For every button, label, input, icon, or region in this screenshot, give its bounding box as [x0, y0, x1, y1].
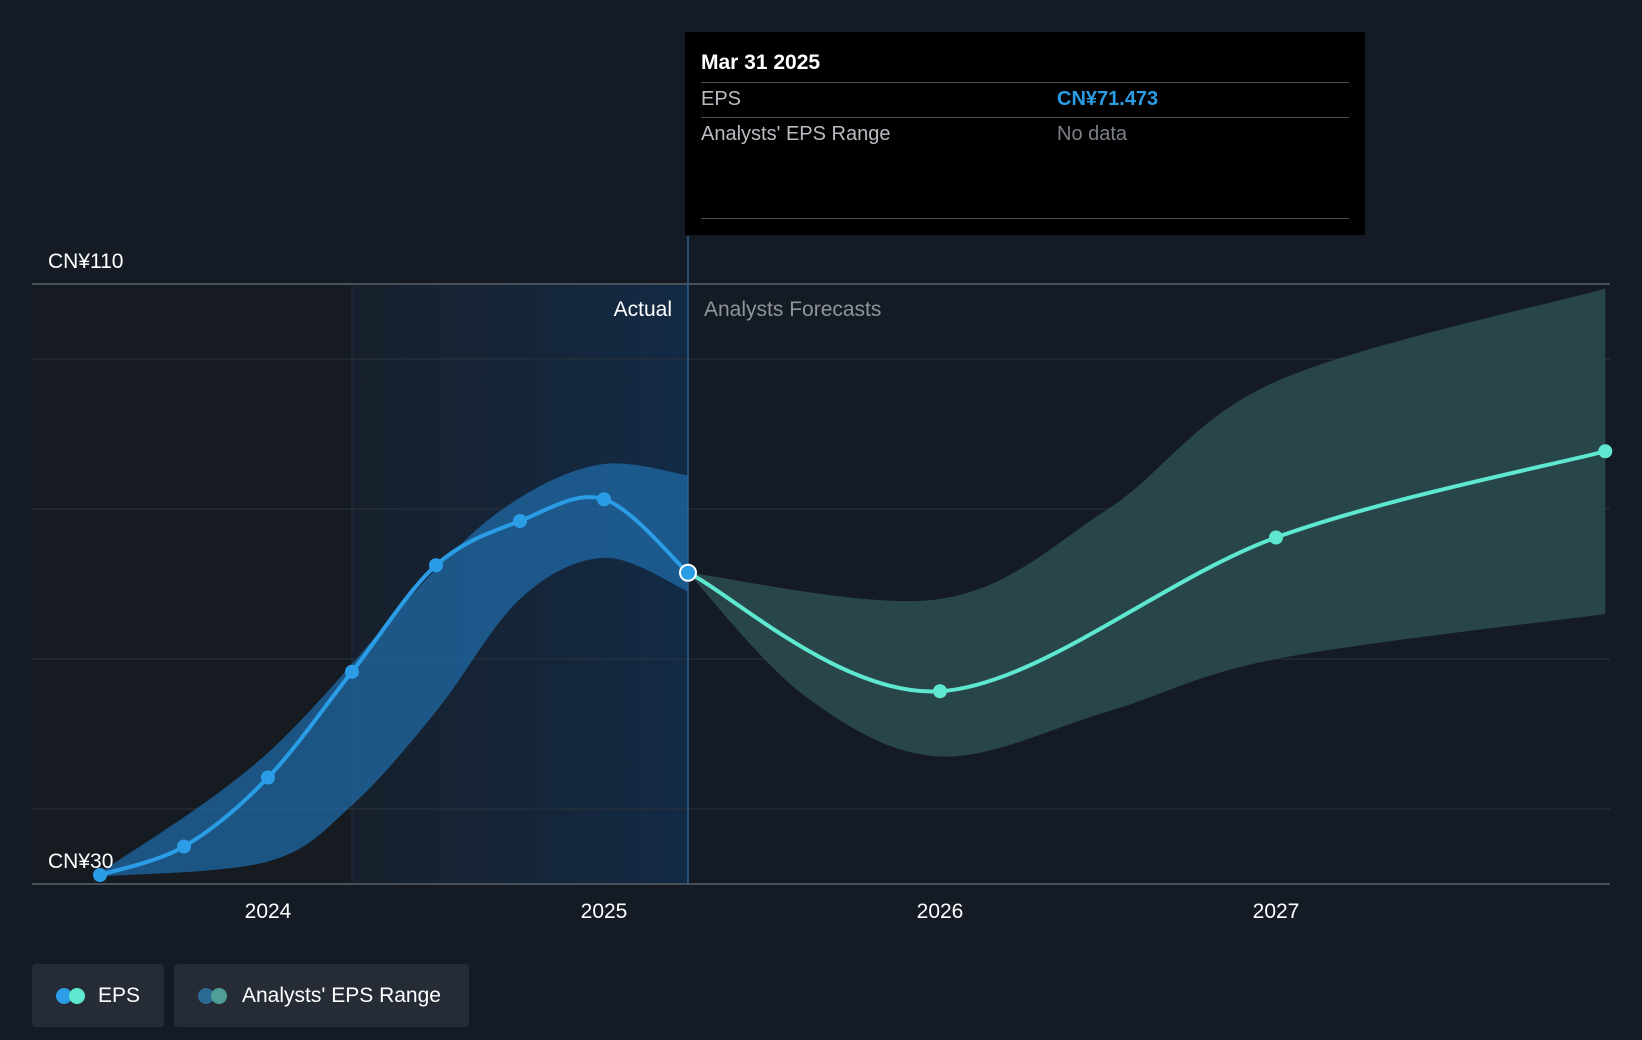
eps-legend-icon: [56, 987, 85, 1004]
eps-range-band-actual: [100, 463, 688, 877]
eps-point-2[interactable]: [261, 770, 275, 785]
eps-point-1[interactable]: [177, 839, 191, 854]
legend-item-eps-range[interactable]: Analysts' EPS Range: [174, 964, 469, 1027]
x-tick-label-2025: 2025: [581, 900, 628, 923]
y-tick-label-110: CN¥110: [48, 250, 124, 273]
eps-range-band-forecast: [688, 288, 1606, 757]
y-tick-label-30: CN¥30: [48, 850, 113, 873]
x-tick-label-2026: 2026: [917, 900, 964, 923]
tooltip-row-eps: EPS CN¥71.473: [701, 83, 1349, 118]
hover-tooltip: Mar 31 2025 EPS CN¥71.473 Analysts' EPS …: [685, 32, 1365, 235]
legend-label-eps: EPS: [97, 983, 140, 1007]
eps-point-0[interactable]: [93, 868, 107, 882]
eps-point-4[interactable]: [429, 558, 443, 573]
tooltip-range-label: Analysts' EPS Range: [701, 123, 891, 145]
chart-legend: EPS Analysts' EPS Range: [32, 964, 469, 1027]
eps-point-hovered[interactable]: [679, 563, 697, 582]
eps-forecast-point-3[interactable]: [1598, 444, 1613, 459]
tooltip-date: Mar 31 2025: [701, 46, 1349, 83]
eps-point-5[interactable]: [513, 514, 527, 528]
tooltip-eps-label: EPS: [701, 88, 742, 110]
tooltip-row-range: Analysts' EPS Range No data: [701, 118, 1349, 152]
eps-forecast-point-1[interactable]: [933, 684, 947, 699]
x-tick-label-2024: 2024: [245, 900, 292, 923]
legend-label-eps-range: Analysts' EPS Range: [242, 983, 441, 1007]
x-tick-label-2027: 2027: [1253, 900, 1300, 923]
eps-range-legend-icon: [198, 987, 228, 1004]
tooltip-eps-value: CN¥71.473: [1057, 88, 1159, 110]
tooltip-range-value: No data: [1057, 123, 1128, 145]
eps-actual-line: [98, 495, 690, 877]
eps-point-6[interactable]: [597, 492, 611, 507]
eps-point-3[interactable]: [345, 664, 359, 679]
actual-region-label: Actual: [614, 298, 672, 321]
eps-forecast-line: [686, 449, 1608, 694]
forecast-region-label: Analysts Forecasts: [704, 298, 881, 321]
legend-item-eps[interactable]: EPS: [32, 964, 164, 1027]
tooltip-divider: [701, 218, 1349, 219]
eps-forecast-point-2[interactable]: [1269, 530, 1283, 545]
